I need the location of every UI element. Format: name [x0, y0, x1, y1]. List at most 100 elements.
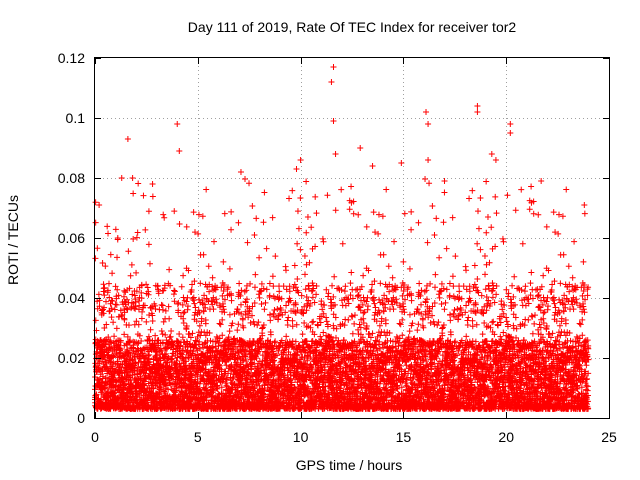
data-point	[117, 345, 124, 352]
data-point	[210, 306, 217, 313]
data-point	[348, 183, 355, 190]
data-point	[260, 219, 267, 226]
data-point	[301, 271, 308, 278]
data-point	[136, 332, 143, 339]
data-point	[183, 358, 190, 365]
data-point	[177, 342, 184, 349]
data-point	[226, 311, 233, 318]
data-point	[101, 304, 108, 311]
data-point	[155, 337, 162, 344]
data-point	[205, 263, 212, 270]
data-point	[348, 312, 355, 319]
data-point	[140, 192, 147, 199]
data-point	[284, 322, 291, 329]
data-point	[293, 321, 300, 328]
data-point	[349, 313, 356, 320]
data-point	[109, 365, 116, 372]
data-point	[187, 340, 194, 347]
data-point	[351, 312, 358, 319]
data-point	[360, 272, 367, 279]
data-point	[195, 230, 202, 237]
data-point	[161, 214, 168, 221]
data-point	[269, 273, 276, 280]
data-point	[266, 280, 273, 287]
data-point	[297, 195, 304, 202]
data-point	[169, 366, 176, 373]
data-point	[125, 248, 132, 255]
data-point	[180, 315, 187, 322]
data-point	[104, 287, 111, 294]
data-point	[169, 374, 176, 381]
data-point	[138, 289, 145, 296]
data-point	[283, 333, 290, 340]
data-point	[228, 297, 235, 304]
data-point	[108, 305, 115, 312]
data-point	[144, 284, 151, 291]
data-point	[113, 295, 120, 302]
data-point	[313, 210, 320, 217]
data-point	[145, 333, 152, 340]
data-point	[145, 208, 152, 215]
data-point	[309, 319, 316, 326]
data-point	[249, 203, 256, 210]
data-point	[187, 347, 194, 354]
data-point	[101, 292, 108, 299]
data-point	[179, 354, 186, 361]
data-point	[372, 304, 379, 311]
data-point	[134, 379, 141, 386]
data-points	[92, 64, 592, 412]
data-point	[180, 320, 187, 327]
data-point	[320, 329, 327, 336]
data-point	[134, 370, 141, 377]
data-point	[294, 240, 301, 247]
data-point	[188, 372, 195, 379]
data-point	[209, 274, 216, 281]
data-point	[94, 245, 101, 252]
data-point	[131, 365, 138, 372]
data-point	[192, 229, 198, 236]
data-point	[189, 295, 196, 302]
data-point	[256, 294, 263, 301]
data-point	[190, 294, 197, 301]
data-point	[297, 246, 304, 253]
data-point	[274, 306, 281, 313]
data-point	[183, 323, 190, 330]
data-point	[117, 349, 124, 356]
data-point	[155, 290, 162, 297]
data-point	[135, 321, 142, 328]
data-point	[157, 386, 164, 393]
data-point	[320, 238, 327, 245]
data-point	[138, 295, 145, 302]
data-point	[163, 350, 170, 357]
data-point	[192, 337, 199, 344]
data-point	[323, 318, 330, 325]
data-point	[189, 330, 196, 337]
data-point	[125, 322, 132, 329]
data-point	[262, 299, 269, 306]
data-point	[319, 235, 326, 242]
data-point	[267, 317, 274, 324]
data-point	[272, 253, 279, 260]
data-point	[130, 190, 137, 197]
data-point	[113, 301, 120, 308]
data-point	[121, 309, 128, 316]
data-point	[166, 315, 173, 322]
data-point	[332, 207, 339, 214]
data-point	[175, 307, 182, 314]
data-point	[317, 333, 324, 340]
data-point	[304, 214, 311, 221]
data-point	[109, 270, 116, 277]
data-point	[289, 317, 296, 324]
data-point	[152, 306, 159, 313]
data-point	[112, 283, 119, 290]
data-point	[347, 280, 354, 287]
data-point	[219, 316, 226, 323]
data-point	[178, 363, 185, 370]
data-point	[168, 327, 175, 334]
data-point	[129, 291, 136, 298]
data-point	[247, 319, 254, 326]
data-point	[118, 313, 125, 320]
data-point	[146, 358, 153, 365]
data-point	[146, 260, 153, 267]
data-point	[142, 370, 149, 377]
